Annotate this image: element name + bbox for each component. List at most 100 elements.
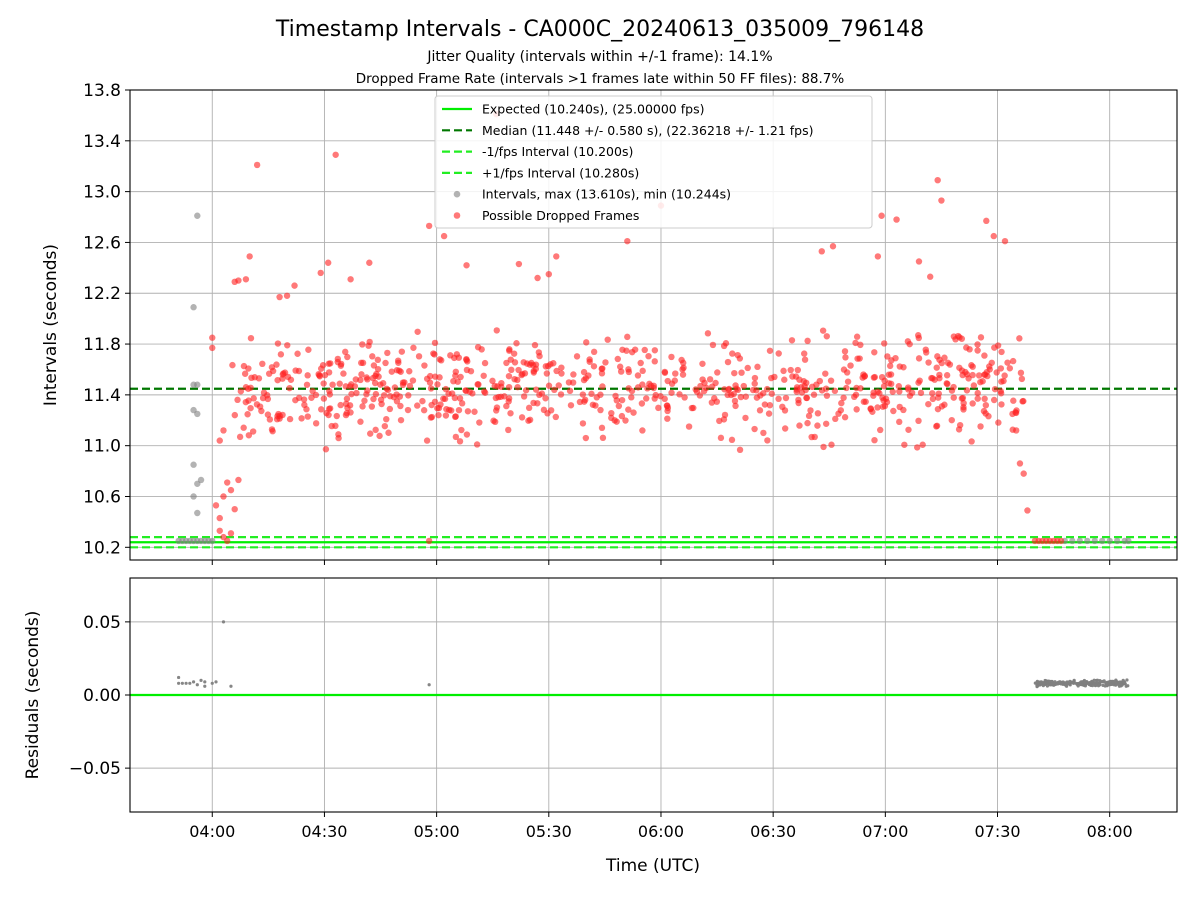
- data-point: [877, 426, 884, 434]
- data-point: [265, 370, 273, 377]
- data-point: [570, 371, 577, 378]
- data-point: [327, 360, 334, 367]
- data-point: [386, 405, 394, 413]
- data-point: [997, 390, 1005, 397]
- data-point: [941, 354, 948, 361]
- data-point: [969, 400, 976, 407]
- data-point: [982, 401, 990, 409]
- data-point: [342, 383, 349, 390]
- data-point: [329, 381, 336, 388]
- data-point: [229, 361, 236, 369]
- data-point: [245, 365, 252, 372]
- data-point: [240, 424, 247, 431]
- data-point: [943, 372, 951, 379]
- data-point: [599, 365, 606, 372]
- data-point: [1057, 537, 1065, 545]
- data-point: [1099, 537, 1106, 545]
- data-point: [544, 410, 551, 417]
- data-point: [511, 375, 518, 383]
- data-point: [1018, 375, 1026, 383]
- data-point: [414, 402, 421, 409]
- data-point: [814, 410, 822, 417]
- data-point: [905, 426, 912, 433]
- legend-swatch: [453, 212, 461, 219]
- data-point: [1024, 507, 1031, 514]
- data-point: [714, 369, 721, 376]
- data-point: [476, 419, 483, 426]
- data-point: [1009, 357, 1017, 365]
- data-point: [616, 363, 624, 370]
- data-point: [789, 373, 796, 380]
- data-point: [325, 405, 333, 413]
- data-point: [871, 436, 878, 444]
- data-point: [359, 403, 366, 410]
- data-point: [440, 232, 448, 240]
- data-point: [388, 368, 395, 375]
- data-point: [737, 393, 745, 401]
- data-point: [534, 274, 541, 282]
- data-point: [1083, 684, 1087, 688]
- data-point: [209, 334, 216, 341]
- data-point: [458, 400, 466, 407]
- x-tick-label: 06:00: [638, 822, 684, 841]
- data-point: [1101, 683, 1105, 687]
- data-point: [1125, 678, 1129, 682]
- data-point: [797, 384, 805, 391]
- data-point: [347, 409, 354, 416]
- data-point: [580, 368, 588, 376]
- data-point: [1084, 537, 1091, 545]
- data-point: [493, 327, 500, 334]
- data-point: [396, 367, 403, 374]
- data-point: [843, 384, 850, 392]
- data-point: [1079, 682, 1083, 687]
- y-tick-label: 11.8: [83, 335, 121, 355]
- data-point: [505, 372, 513, 380]
- data-point: [608, 414, 615, 422]
- data-point: [828, 441, 835, 448]
- y-tick-label: 13.0: [83, 183, 121, 203]
- data-point: [805, 412, 813, 420]
- data-point: [505, 426, 512, 434]
- data-point: [446, 406, 453, 414]
- data-point: [974, 341, 981, 348]
- data-point: [277, 351, 285, 358]
- data-point: [431, 398, 439, 405]
- data-point: [333, 412, 340, 420]
- data-point: [209, 537, 216, 545]
- data-point: [231, 411, 239, 419]
- data-point: [342, 348, 349, 356]
- data-point: [194, 509, 201, 517]
- data-point: [1017, 369, 1025, 377]
- data-point: [904, 338, 912, 345]
- x-tick-label: 08:00: [1087, 822, 1133, 841]
- data-point: [882, 395, 890, 402]
- data-point: [569, 379, 577, 386]
- data-point: [216, 437, 223, 444]
- data-point: [319, 362, 327, 369]
- data-point: [637, 359, 644, 367]
- data-point: [764, 385, 771, 393]
- data-point: [878, 373, 886, 381]
- data-point: [1125, 537, 1132, 545]
- data-point: [876, 390, 883, 397]
- data-point: [374, 356, 382, 364]
- data-point: [597, 406, 604, 414]
- data-point: [452, 413, 459, 421]
- data-point: [442, 385, 450, 393]
- data-point: [456, 395, 464, 402]
- data-point: [668, 389, 675, 396]
- data-point: [522, 387, 530, 394]
- data-point: [832, 415, 839, 423]
- data-point: [794, 366, 802, 374]
- data-point: [781, 425, 789, 432]
- data-point: [822, 370, 829, 377]
- data-point: [1010, 397, 1017, 404]
- x-tick-label: 05:30: [526, 822, 572, 841]
- data-point: [704, 330, 712, 337]
- y-tick-label: 12.2: [83, 284, 121, 304]
- data-point: [1043, 682, 1047, 686]
- data-point: [463, 366, 471, 374]
- data-point: [614, 355, 621, 363]
- data-point: [915, 334, 923, 342]
- data-point: [385, 429, 392, 436]
